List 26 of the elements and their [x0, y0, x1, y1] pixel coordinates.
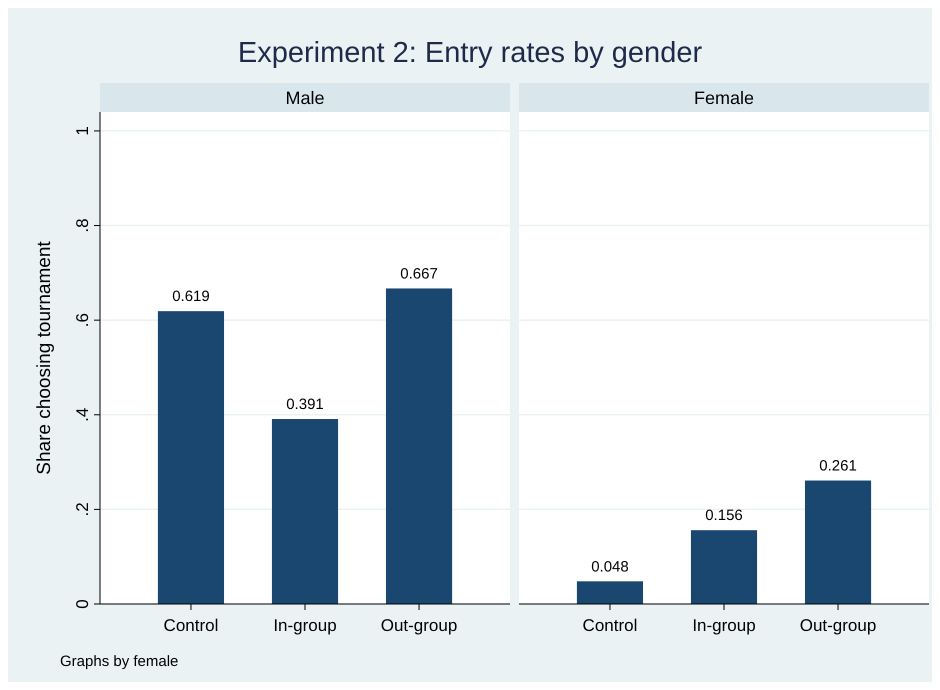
x-tick-label: Control — [582, 616, 638, 635]
bar — [272, 419, 338, 604]
y-tick-label: .4 — [73, 408, 92, 422]
chart-subtitle: Female — [694, 88, 754, 108]
y-axis-title: Share choosing tournament — [34, 240, 55, 475]
y-tick-label: .6 — [73, 313, 92, 328]
y-tick-label: 0 — [73, 599, 92, 609]
chart-title: Experiment 2: Entry rates by gender — [238, 37, 702, 69]
y-tick-label: .2 — [73, 502, 92, 516]
x-tick-label: Out-group — [800, 616, 876, 635]
data-label: 0.391 — [286, 396, 324, 414]
text: Graphs by female — [60, 653, 178, 670]
data-label: 0.619 — [172, 288, 210, 306]
data-label: 0.156 — [705, 507, 743, 524]
chart-subtitle: Male — [285, 88, 325, 108]
bar — [158, 311, 224, 604]
bar — [386, 288, 452, 604]
x-tick-label: In-group — [273, 616, 337, 635]
x-tick-label: Control — [164, 616, 218, 635]
data-label: 0.261 — [819, 458, 857, 475]
y-tick-label: 1 — [73, 126, 92, 136]
x-tick-label: Out-group — [380, 616, 458, 635]
x-tick-label: In-group — [692, 616, 756, 635]
data-label: 0.667 — [400, 265, 438, 282]
data-label: 0.048 — [591, 558, 629, 576]
y-tick-label: .8 — [73, 218, 92, 233]
